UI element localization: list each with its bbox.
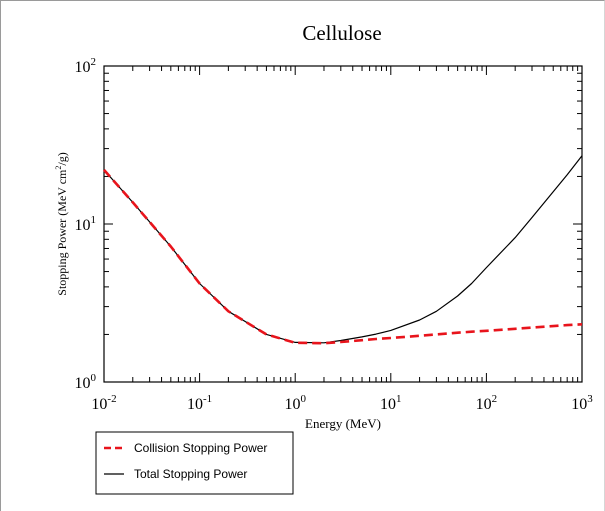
x-tick-label: 100 (284, 393, 306, 413)
x-tick-label: 10-2 (91, 393, 116, 413)
axis-ticks (103, 66, 582, 383)
legend-label-collision: Collision Stopping Power (134, 441, 267, 455)
legend-box (95, 431, 294, 495)
y-axis-label: Stopping Power (MeV cm2/g) (54, 152, 69, 295)
x-tick-label: 103 (571, 393, 593, 413)
y-tick-label: 100 (75, 372, 97, 392)
y-axis-label-main: Stopping Power (MeV cm (55, 169, 69, 296)
y-tick-label: 101 (75, 214, 97, 234)
legend-label-total: Total Stopping Power (134, 467, 247, 481)
x-tick-label: 101 (380, 393, 402, 413)
series-lines (103, 155, 583, 345)
y-axis-label-sup: 2 (54, 166, 63, 170)
chart-title: Cellulose (302, 21, 381, 45)
x-axis-label: Energy (MeV) (305, 416, 381, 431)
x-tick-label: 10-1 (187, 393, 212, 413)
legend: Collision Stopping Power Total Stopping … (95, 431, 294, 495)
y-axis-label-tail: /g) (55, 152, 69, 165)
y-tick-label: 102 (75, 56, 97, 76)
collision-stopping-power-line (103, 169, 583, 345)
y-tick-labels: 100 101 102 (75, 56, 97, 392)
x-tick-label: 102 (476, 393, 498, 413)
x-tick-labels: 10-2 10-1 100 101 102 103 (91, 393, 593, 413)
plot-area (103, 65, 583, 383)
